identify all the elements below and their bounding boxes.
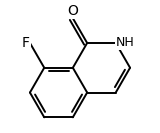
Text: F: F	[22, 36, 30, 50]
Text: O: O	[67, 4, 78, 18]
Text: NH: NH	[116, 36, 135, 49]
